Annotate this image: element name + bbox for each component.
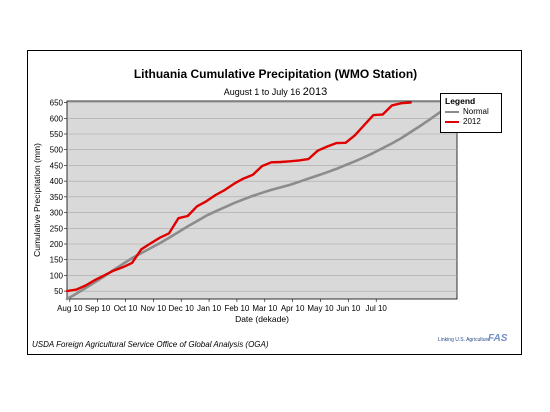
legend-label-2012: 2012 xyxy=(463,117,481,126)
y-tick-label: 450 xyxy=(50,161,64,170)
x-tick-label: Oct 10 xyxy=(114,304,138,313)
y-tick-label: 250 xyxy=(50,224,64,233)
x-tick-label: Feb 10 xyxy=(224,304,249,313)
y-tick-label: 400 xyxy=(50,177,64,186)
y-tick-label: 50 xyxy=(54,287,63,296)
plot-svg: 50 100 150 200 250 300 350 400 450 500 550 600 650 Au… xyxy=(32,99,459,324)
x-tick-label: Jan 10 xyxy=(197,304,222,313)
y-tick-label: 350 xyxy=(50,193,64,202)
x-tick-label: Sep 10 xyxy=(85,304,111,313)
y-tick-label: 600 xyxy=(50,114,64,123)
subtitle-range: August 1 to July 16 xyxy=(223,87,301,97)
y-tick-label: 300 xyxy=(50,209,64,218)
fas-logo: Linking U.S. Agriculture FAS xyxy=(438,333,516,351)
y-tick-label: 100 xyxy=(50,271,64,280)
chart-frame: Lithuania Cumulative Precipitation (WMO … xyxy=(27,50,522,355)
legend-item-normal: Normal xyxy=(441,106,501,116)
subtitle-year: 2013 xyxy=(302,86,328,98)
y-tick-label: 150 xyxy=(50,256,64,265)
logo-tagline: Linking U.S. Agriculture xyxy=(438,337,490,343)
y-tick-label: 200 xyxy=(50,240,64,249)
x-axis-label: Date (dekade) xyxy=(235,314,289,324)
logo-mark: FAS xyxy=(488,333,508,344)
series-line-2012 xyxy=(65,101,412,293)
chart-title: Lithuania Cumulative Precipitation (WMO … xyxy=(133,67,418,81)
x-tick-label: Jun 10 xyxy=(336,304,361,313)
x-tick-label: Aug 10 xyxy=(57,304,83,313)
y-tick-label: 650 xyxy=(50,99,64,108)
footer-source: USDA Foreign Agricultural Service Office… xyxy=(32,340,269,349)
x-tick-label: May 10 xyxy=(307,304,334,313)
legend: Legend Normal 2012 xyxy=(440,93,502,133)
y-tick-label: 550 xyxy=(50,130,64,139)
legend-swatch-2012 xyxy=(445,120,459,123)
x-tick-label: Jul 10 xyxy=(366,304,388,313)
x-tick-label: Apr 10 xyxy=(281,304,305,313)
legend-title: Legend xyxy=(445,96,476,106)
x-tick-label: Mar 10 xyxy=(252,304,277,313)
y-axis-label: Cumulative Precipitation (mm) xyxy=(32,143,42,257)
x-tick-label: Nov 10 xyxy=(141,304,167,313)
x-tick-label: Dec 10 xyxy=(169,304,195,313)
chart-subtitle: August 1 to July 16 2013 xyxy=(28,86,523,98)
legend-item-2012: 2012 xyxy=(441,116,501,126)
series-line-normal xyxy=(65,99,459,301)
legend-swatch-normal xyxy=(445,110,459,113)
y-tick-label: 500 xyxy=(50,146,64,155)
plot-area xyxy=(66,100,458,300)
legend-label-normal: Normal xyxy=(463,107,489,116)
